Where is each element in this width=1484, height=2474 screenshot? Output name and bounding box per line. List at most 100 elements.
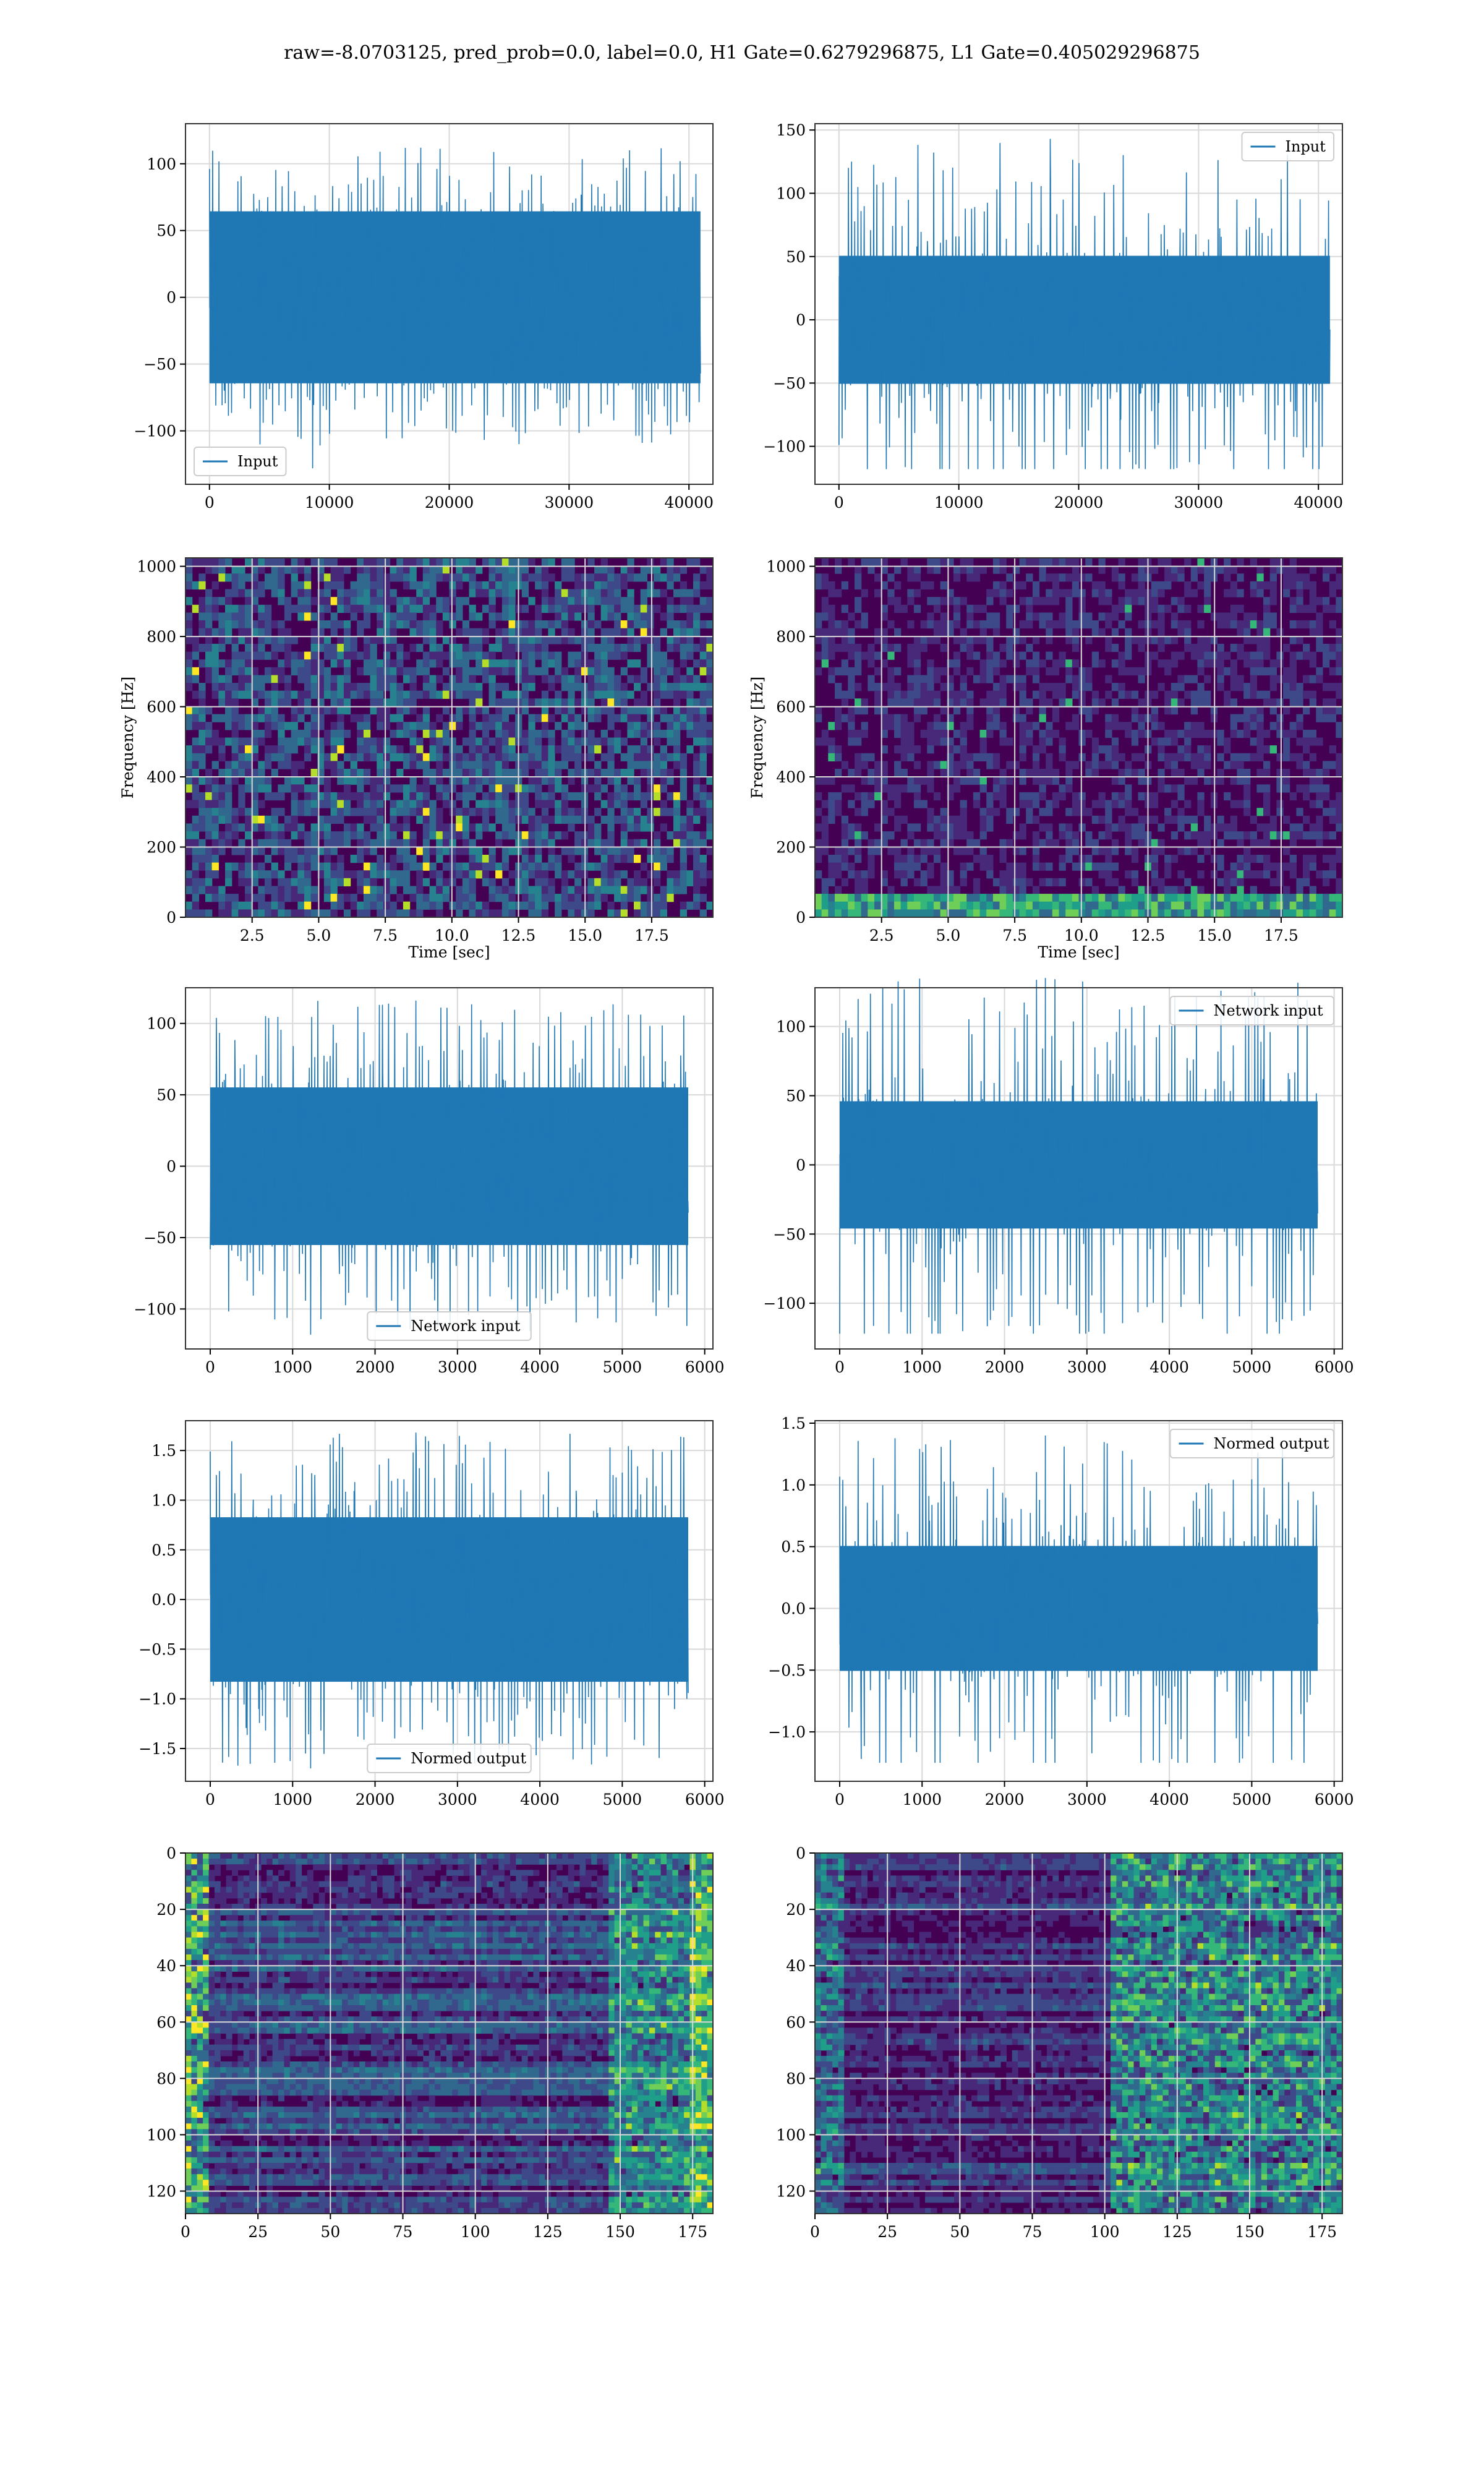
heatmap-cell (699, 581, 707, 590)
heatmap-cell (251, 784, 258, 793)
heatmap-cell (1111, 659, 1119, 668)
heatmap-cell (1039, 745, 1046, 754)
heatmap-cell (960, 831, 967, 840)
heatmap-cell (881, 745, 888, 754)
heatmap-cell (357, 823, 364, 832)
heatmap-cell (1105, 722, 1112, 730)
heatmap-cell (614, 683, 621, 691)
heatmap-cell (815, 823, 822, 832)
heatmap-cell (1289, 565, 1297, 574)
heatmap-cell (284, 815, 292, 824)
heatmap-cell (620, 901, 628, 910)
heatmap-cell (1026, 878, 1033, 886)
heatmap-cell (436, 870, 443, 879)
heatmap-cell (706, 800, 714, 808)
panel-h1-network-input: 0 1000 2000 3000 4000 5000 6000−100−50050100Ne… (134, 987, 724, 1376)
heatmap-cell (323, 683, 331, 691)
heatmap-cell (1006, 808, 1013, 816)
heatmap-cell (861, 808, 868, 816)
heatmap-cell (258, 886, 265, 894)
heatmap-cell (1243, 894, 1251, 902)
heatmap-cell (620, 784, 628, 793)
heatmap-cell (568, 706, 575, 715)
heatmap-cell (894, 847, 902, 855)
heatmap-cell (1177, 894, 1185, 902)
heatmap-cell (680, 659, 687, 668)
heatmap-cell (947, 675, 954, 683)
heatmap-cell (390, 714, 397, 722)
heatmap-cell (370, 815, 377, 824)
heatmap-cell (1316, 706, 1323, 715)
heatmap-cell (462, 808, 470, 816)
heatmap-cell (377, 823, 384, 832)
heatmap-cell (317, 683, 325, 691)
heatmap-cell (508, 886, 516, 894)
heatmap-cell (686, 604, 694, 613)
heatmap-cell (370, 745, 377, 754)
heatmap-cell (594, 620, 602, 629)
heatmap-cell (913, 894, 921, 902)
heatmap-cell (1309, 597, 1316, 606)
heatmap-cell (390, 612, 397, 621)
heatmap-cell (561, 753, 569, 761)
heatmap-cell (396, 784, 404, 793)
heatmap-cell (521, 769, 529, 777)
heatmap-cell (535, 643, 542, 653)
heatmap-cell (1309, 690, 1316, 699)
heatmap-cell (456, 808, 463, 816)
heatmap-cell (1263, 745, 1271, 754)
heatmap-cell (442, 729, 450, 738)
heatmap-cell (1131, 870, 1139, 879)
heatmap-cell (205, 870, 213, 879)
heatmap-cell (271, 714, 278, 722)
heatmap-cell (620, 815, 628, 824)
heatmap-cell (699, 706, 707, 715)
heatmap-cell (442, 636, 450, 644)
heatmap-cell (211, 690, 219, 699)
heatmap-cell (297, 706, 305, 715)
heatmap-cell (456, 886, 463, 894)
heatmap-cell (304, 839, 312, 847)
heatmap-cell (654, 722, 661, 730)
heatmap-cell (323, 800, 331, 808)
heatmap-cell (828, 604, 835, 613)
heatmap-cell (680, 589, 687, 597)
heatmap-cell (357, 573, 364, 582)
heatmap-cell (874, 901, 882, 910)
heatmap-cell (462, 706, 470, 715)
heatmap-cell (449, 643, 456, 653)
y-tick-label: 100 (776, 185, 806, 203)
heatmap-cell (284, 597, 292, 606)
heatmap-cell (211, 862, 219, 871)
heatmap-cell (396, 769, 404, 777)
heatmap-cell (1217, 839, 1224, 847)
heatmap-cell (634, 901, 641, 910)
heatmap-cell (1138, 573, 1145, 582)
heatmap-cell (409, 612, 417, 621)
heatmap-cell (607, 745, 615, 754)
x-tick-label: 12.5 (1131, 927, 1166, 944)
heatmap-cell (416, 690, 424, 699)
heatmap-cell (992, 690, 1000, 699)
heatmap-cell (1164, 706, 1172, 715)
heatmap-cell (251, 620, 258, 629)
heatmap-cell (973, 776, 981, 785)
heatmap-cell (855, 698, 862, 707)
heatmap-cell (594, 714, 602, 722)
heatmap-cell (488, 823, 496, 832)
heatmap-cell (620, 831, 628, 840)
heatmap-cell (647, 815, 654, 824)
heatmap-cell (1283, 573, 1290, 582)
heatmap-cell (521, 901, 529, 910)
heatmap-cell (317, 620, 325, 629)
heatmap-cell (940, 722, 947, 730)
heatmap-cell (377, 581, 384, 590)
heatmap-cell (456, 769, 463, 777)
heatmap-cell (1158, 683, 1165, 691)
heatmap-cell (587, 690, 595, 699)
heatmap-cell (913, 839, 921, 847)
heatmap-cell (218, 675, 226, 683)
heatmap-cell (310, 737, 318, 746)
heatmap-cell (1283, 769, 1290, 777)
heatmap-cell (1006, 675, 1013, 683)
